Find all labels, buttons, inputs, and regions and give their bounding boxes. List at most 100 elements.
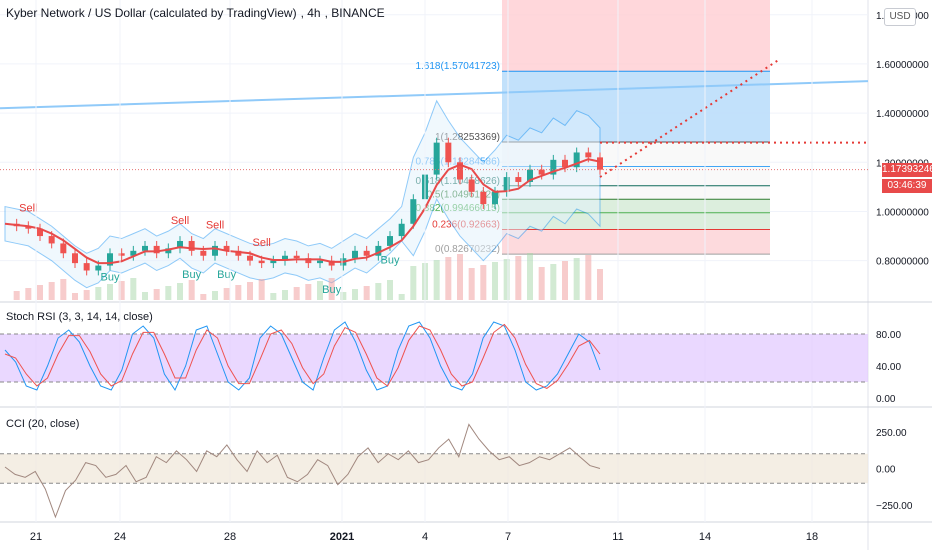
candle-body <box>107 253 113 266</box>
fib-level-label: 1.618(1.57041723) <box>415 61 500 72</box>
volume-bar <box>60 279 67 300</box>
volume-bar <box>585 255 592 300</box>
volume-bar <box>492 262 498 300</box>
fib-level-label: 1(1.28253369) <box>435 132 500 143</box>
candle-body <box>235 250 242 256</box>
candle-body <box>433 142 440 175</box>
volume-bar <box>130 278 137 300</box>
volume-bar <box>153 289 160 300</box>
candle-body <box>165 248 172 254</box>
fib-level-label: 0(0.82670232) <box>435 244 500 255</box>
candle-body <box>503 177 510 192</box>
time-tick-label: 14 <box>699 531 711 543</box>
volume-bar <box>293 287 300 300</box>
interval-label[interactable]: 4h <box>307 6 321 20</box>
volume-bar <box>398 294 405 300</box>
candle-body <box>293 255 300 259</box>
chart-header: Kyber Network / US Dollar (calculated by… <box>6 6 385 20</box>
rsi-band <box>0 334 868 382</box>
rsi-tick-label: 40.00 <box>876 362 901 373</box>
signal-buy: Buy <box>217 269 236 281</box>
volume-bar <box>457 254 463 300</box>
candle-body <box>200 250 207 256</box>
time-tick-label: 18 <box>806 531 818 543</box>
signal-sell: Sell <box>19 202 37 214</box>
signal-buy: Buy <box>182 269 201 281</box>
cci-title[interactable]: CCI (20, close) <box>6 418 80 430</box>
volume-bar <box>95 287 102 300</box>
candle-body <box>60 243 67 254</box>
candle-body <box>445 142 452 163</box>
volume-bar <box>282 290 288 300</box>
candle-body <box>562 159 568 168</box>
volume-bar <box>363 286 370 300</box>
price-tick-label: 1.00000000 <box>876 207 929 218</box>
candle-body <box>72 253 78 264</box>
volume-bar <box>515 256 522 300</box>
rsi-series-line <box>4 321 601 392</box>
rsi-tick-label: 0.00 <box>876 394 896 405</box>
moving-average-line <box>4 158 601 265</box>
long-trendline <box>0 80 869 110</box>
candle-body <box>527 169 533 182</box>
signal-sell: Sell <box>206 220 224 232</box>
candle-body <box>142 245 148 251</box>
candle-body <box>95 265 102 271</box>
volume-bar <box>118 281 125 300</box>
cci-tick-label: 0.00 <box>876 465 896 476</box>
signal-sell: Sell <box>171 215 189 227</box>
volume-bar <box>83 290 90 300</box>
price-tick-label: 1.60000000 <box>876 60 929 71</box>
candle-body <box>177 240 183 249</box>
candle-body <box>597 157 603 170</box>
symbol-name[interactable]: Kyber Network / US Dollar (calculated by… <box>6 6 297 20</box>
volume-bar <box>538 267 545 300</box>
stoch-rsi-title[interactable]: Stoch RSI (3, 3, 14, 14, close) <box>6 311 153 323</box>
candle-body <box>212 245 218 256</box>
volume-bar <box>503 259 510 300</box>
volume-bar <box>107 284 113 300</box>
signal-buy: Buy <box>101 271 120 283</box>
volume-bar <box>375 283 382 300</box>
volume-bar <box>433 260 440 300</box>
candle-body <box>375 245 382 256</box>
candle-body <box>538 169 545 175</box>
rsi-tick-label: 80.00 <box>876 330 901 341</box>
volume-bar <box>48 282 55 300</box>
candle-body <box>328 260 335 266</box>
candle-body <box>282 255 288 261</box>
candle-body <box>387 236 393 246</box>
volume-bar <box>165 286 172 300</box>
signal-sell: Sell <box>252 237 270 249</box>
candle-body <box>317 260 323 264</box>
volume-bar <box>142 292 148 300</box>
volume-bar <box>573 258 580 300</box>
price-tick-label: 1.40000000 <box>876 109 929 120</box>
candle-body <box>48 236 55 244</box>
volume-bar <box>527 253 533 300</box>
candle-body <box>398 223 405 237</box>
candle-body <box>410 199 417 224</box>
rsi-series-line <box>4 323 601 389</box>
volume-bar <box>317 281 323 300</box>
exchange-label: BINANCE <box>331 6 385 20</box>
candle-body <box>118 253 125 256</box>
candle-body <box>258 260 265 264</box>
volume-bar <box>562 261 568 300</box>
currency-badge[interactable]: USD <box>884 8 916 26</box>
price-tick-label: 0.80000000 <box>876 257 929 268</box>
countdown-tag: 03:46:39 <box>882 179 932 193</box>
candle-body <box>468 179 475 192</box>
candle-body <box>457 162 463 180</box>
candle-body <box>363 250 370 256</box>
candle-body <box>25 226 32 229</box>
candle-body <box>305 258 312 264</box>
candle-body <box>573 152 580 168</box>
candle-body <box>492 191 498 205</box>
time-tick-label: 4 <box>422 531 428 543</box>
volume-bar <box>188 280 195 300</box>
volume-bar <box>247 282 253 300</box>
cci-tick-label: −250.00 <box>876 501 913 512</box>
